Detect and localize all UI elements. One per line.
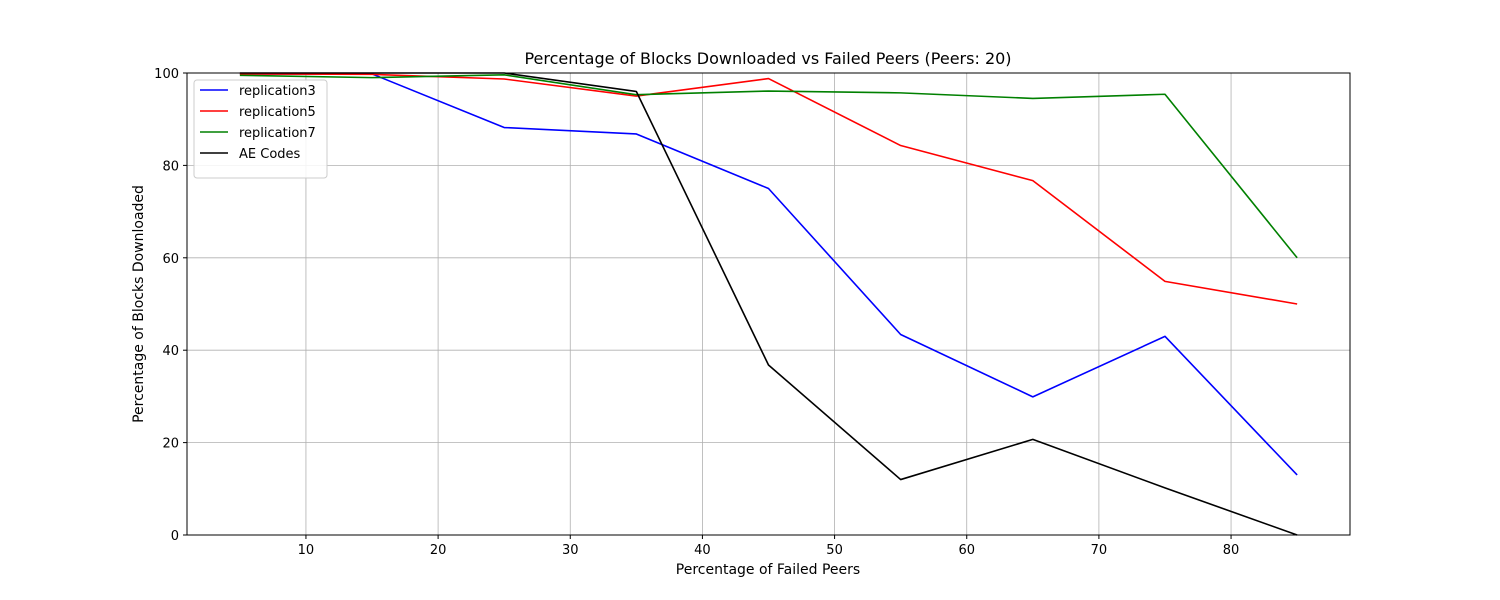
y-tick-label: 40 [162,344,179,359]
legend-label: replication3 [239,84,316,99]
x-tick-label: 60 [958,543,975,558]
y-axis-label: Percentage of Blocks Downloaded [131,185,147,423]
y-axis: 0 20 40 60 80 100 [154,67,187,544]
legend-label: AE Codes [239,147,301,162]
y-tick-label: 0 [171,529,179,544]
grid [187,73,1350,535]
legend-label: replication5 [239,105,316,120]
x-tick-label: 50 [826,543,843,558]
x-axis: 10 20 30 40 50 60 70 80 [298,535,1240,558]
x-tick-label: 80 [1223,543,1240,558]
x-tick-label: 10 [298,543,315,558]
x-axis-label: Percentage of Failed Peers [676,562,860,578]
x-tick-label: 40 [694,543,711,558]
y-tick-label: 20 [162,437,179,452]
series-line-replication7 [239,74,1298,259]
legend-label: replication7 [239,126,316,141]
plot-frame [186,72,1351,536]
legend: replication3 replication5 replication7 AE C… [193,79,328,179]
y-tick-label: 100 [154,67,179,82]
series-line-replication3 [239,73,1298,476]
chart-title: Percentage of Blocks Downloaded vs Faile… [524,49,1011,68]
x-tick-label: 20 [430,543,447,558]
x-tick-label: 70 [1091,543,1108,558]
x-tick-label: 30 [562,543,579,558]
y-tick-label: 60 [162,252,179,267]
y-tick-label: 80 [162,159,179,174]
